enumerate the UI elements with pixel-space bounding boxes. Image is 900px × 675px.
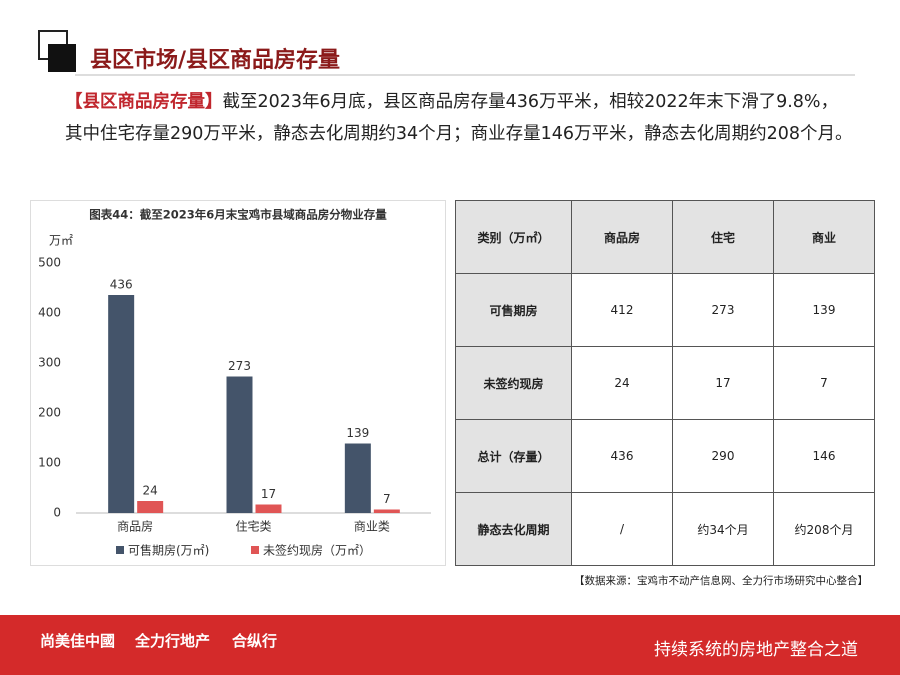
cell: 约34个月 xyxy=(672,492,774,566)
cell: 273 xyxy=(672,273,774,347)
table-row: 总计（存量） 436 290 146 xyxy=(455,419,875,493)
data-label: 436 xyxy=(110,278,133,292)
y-tick-label: 0 xyxy=(53,506,61,520)
bar xyxy=(344,443,371,513)
header-cell: 总计（存量） xyxy=(455,419,572,493)
data-label: 139 xyxy=(346,426,369,440)
brand: 全力行地产 xyxy=(135,632,211,650)
cell: 17 xyxy=(672,346,774,420)
y-tick-label: 500 xyxy=(38,256,61,270)
footer: 尚美佳中國 全力行地产 合纵行 持续系统的房地产整合之道 xyxy=(0,615,900,675)
title-rule xyxy=(75,74,855,76)
table-row: 静态去化周期 / 约34个月 约208个月 xyxy=(455,492,875,566)
table-row: 类别（万㎡） 商品房 住宅 商业 xyxy=(455,200,875,274)
x-tick-label: 商业类 xyxy=(354,519,390,534)
intro-highlight: 【县区商品房存量】 xyxy=(65,92,223,112)
header-cell: 住宅 xyxy=(672,200,774,274)
cell: 139 xyxy=(773,273,875,347)
y-tick-label: 100 xyxy=(38,456,61,470)
legend-label: 未签约现房（万㎡） xyxy=(263,543,371,558)
y-tick-label: 200 xyxy=(38,406,61,420)
header-cell: 可售期房 xyxy=(455,273,572,347)
header-cell: 类别（万㎡） xyxy=(455,200,572,274)
intro-text: 截至2023年6月底，县区商品房存量436万平米，相较2022年末下滑了9.8%… xyxy=(65,92,853,144)
chart-box: 图表44：截至2023年6月末宝鸡市县域商品房分物业存量万㎡ 0 100 200 300… xyxy=(30,200,446,566)
header-cell: 商品房 xyxy=(571,200,673,274)
data-label: 17 xyxy=(261,487,276,501)
brand: 合纵行 xyxy=(232,632,278,650)
header-cell: 静态去化周期 xyxy=(455,492,572,566)
cell: 436 xyxy=(571,419,673,493)
title-icon xyxy=(38,30,76,72)
cell: 146 xyxy=(773,419,875,493)
legend-label: 可售期房(万㎡) xyxy=(128,543,209,558)
intro: 【县区商品房存量】截至2023年6月底，县区商品房存量436万平米，相较2022… xyxy=(65,86,855,150)
cell: / xyxy=(571,492,673,566)
y-tick-label: 300 xyxy=(38,356,61,370)
chart-title: 图表44：截至2023年6月末宝鸡市县域商品房分物业存量 xyxy=(89,208,387,222)
table-row: 可售期房 412 273 139 xyxy=(455,273,875,347)
cell: 412 xyxy=(571,273,673,347)
cell: 7 xyxy=(773,346,875,420)
table-row: 未签约现房 24 17 7 xyxy=(455,346,875,420)
data-label: 273 xyxy=(228,359,251,373)
data-label: 7 xyxy=(383,492,391,506)
cell: 约208个月 xyxy=(773,492,875,566)
bar xyxy=(373,509,400,513)
slogan: 持续系统的房地产整合之道 xyxy=(654,640,858,660)
bar xyxy=(255,504,282,513)
brand: 尚美佳中國 xyxy=(40,632,116,650)
x-tick-label: 商品房 xyxy=(117,519,153,534)
cell: 290 xyxy=(672,419,774,493)
source: 【数据来源：宝鸡市不动产信息网、全力行市场研究中心整合】 xyxy=(574,575,868,587)
data-label: 24 xyxy=(143,484,158,498)
bar xyxy=(108,295,135,513)
x-tick-label: 住宅类 xyxy=(235,519,271,534)
bar xyxy=(226,376,253,513)
page-title: 县区市场/县区商品房存量 xyxy=(90,48,341,73)
bar xyxy=(137,501,164,513)
y-tick-label: 400 xyxy=(38,306,61,320)
legend-swatch xyxy=(251,546,259,554)
y-axis-label: 万㎡ xyxy=(49,234,73,248)
header-cell: 未签约现房 xyxy=(455,346,572,420)
data-table: 类别（万㎡） 商品房 住宅 商业 可售期房 412 273 139 未签约现房 24 17 7 总计（存… xyxy=(455,200,875,566)
cell: 24 xyxy=(571,346,673,420)
legend-swatch xyxy=(116,546,124,554)
header-cell: 商业 xyxy=(773,200,875,274)
